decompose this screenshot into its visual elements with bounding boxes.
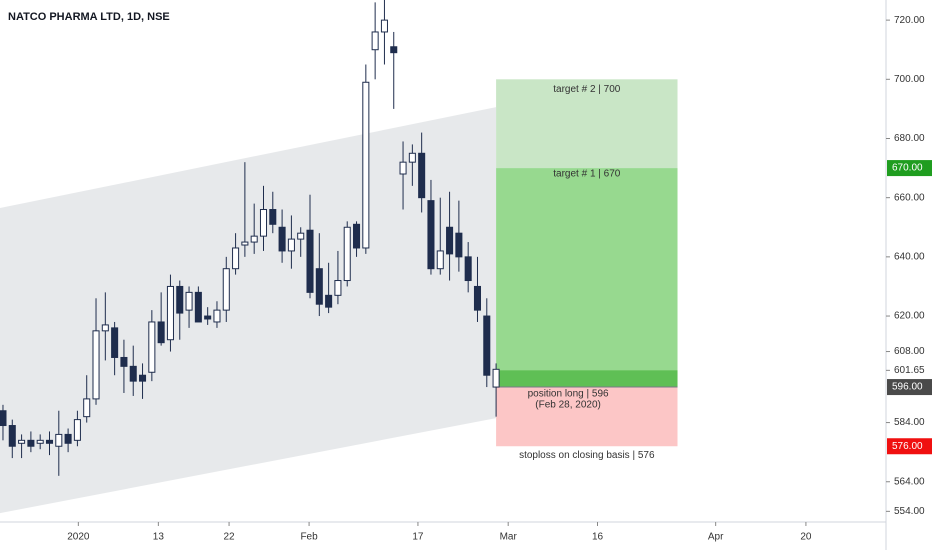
y-tick-label: 564.00: [894, 476, 925, 487]
y-tick-label: 554.00: [894, 506, 925, 517]
candle-body: [353, 223, 361, 249]
chart-title: NATCO PHARMA LTD, 1D, NSE: [8, 11, 170, 23]
candle-body: [287, 238, 295, 252]
candle-body: [194, 291, 202, 323]
x-tick-label: Feb: [300, 532, 318, 543]
x-tick-label: 13: [153, 532, 165, 543]
x-tick-label: 20: [800, 532, 812, 543]
stop-label: stoploss on closing basis | 576: [519, 450, 655, 461]
y-tick-label: 680.00: [894, 133, 925, 144]
candle-body: [185, 291, 193, 311]
candle-body: [92, 330, 100, 400]
candle-body: [473, 285, 482, 311]
candle-body: [380, 19, 388, 33]
entry-label: position long | 596: [528, 389, 609, 400]
candle-body: [8, 425, 16, 447]
y-tick-label: 720.00: [894, 15, 925, 26]
y-tick-label: 620.00: [894, 311, 925, 322]
target-1-zone: [496, 168, 678, 388]
candle-body: [45, 439, 54, 444]
candle-body: [157, 321, 165, 344]
y-tick-label: 640.00: [894, 251, 925, 262]
y-tick-label: 584.00: [894, 417, 925, 428]
candle-body: [343, 226, 351, 282]
candle-body: [18, 439, 26, 444]
price-label-box: [887, 438, 932, 455]
candle-body: [55, 433, 63, 447]
x-tick-label: 2020: [67, 532, 90, 543]
candle-body: [27, 439, 35, 447]
candle-body: [111, 327, 119, 358]
current-gain-zone: [496, 370, 678, 388]
candle-body: [325, 294, 333, 308]
candle-body: [73, 419, 81, 441]
candle-body: [120, 356, 128, 367]
target-2-label: target # 2 | 700: [553, 84, 621, 95]
entry-date-label: (Feb 28, 2020): [535, 400, 601, 411]
candle-body: [427, 200, 435, 270]
candle-body: [0, 410, 7, 427]
candle-body: [166, 285, 174, 341]
candle-body: [371, 31, 379, 51]
last-price-label: 601.65: [894, 365, 925, 376]
candle-body: [408, 152, 416, 163]
candle-body: [139, 374, 147, 382]
candle-body: [436, 250, 444, 270]
candle-body: [213, 309, 221, 323]
candle-body: [446, 226, 454, 255]
candle-body: [278, 226, 286, 252]
candle-body: [464, 256, 472, 282]
candle-body: [83, 398, 91, 418]
candle-body: [306, 229, 314, 293]
candle-body: [483, 315, 491, 376]
candle-body: [269, 209, 277, 225]
candle-body: [64, 433, 72, 444]
candle-body: [176, 285, 184, 314]
candle-body: [148, 321, 156, 373]
candle-body: [399, 161, 407, 175]
candle-body: [222, 268, 230, 311]
candle-body: [297, 232, 305, 240]
price-label: 670.00: [892, 163, 923, 174]
candle-body: [232, 247, 240, 270]
candle-body: [362, 81, 370, 249]
stop-zone: [496, 387, 678, 447]
x-tick-label: 16: [592, 532, 604, 543]
x-tick-label: Apr: [708, 532, 724, 543]
candle-body: [36, 439, 44, 444]
price-label: 576.00: [892, 441, 923, 452]
price-label-box: [887, 379, 932, 396]
y-tick-label: 660.00: [894, 192, 925, 203]
candle-body: [129, 365, 137, 382]
x-tick-label: 17: [412, 532, 424, 543]
price-label: 596.00: [892, 382, 923, 393]
y-tick-label: 700.00: [894, 74, 925, 85]
candle-body: [241, 241, 249, 246]
plot-area: target # 2 | 700 target # 1 | 670 position…: [0, 0, 678, 514]
candle-body: [334, 280, 342, 296]
x-tick-label: Mar: [500, 532, 518, 543]
y-tick-label: 608.00: [894, 346, 925, 357]
x-tick-label: 22: [224, 532, 236, 543]
candle-body: [418, 152, 426, 199]
candle-body: [204, 315, 212, 320]
candle-body: [259, 209, 268, 237]
price-label-box: [887, 160, 932, 177]
candle-body: [492, 368, 500, 388]
regression-channel: [0, 107, 497, 514]
candle-body: [390, 46, 398, 54]
candle-body: [455, 232, 463, 258]
target-2-zone: [496, 79, 678, 169]
candle-body: [250, 235, 258, 243]
candle-body: [101, 324, 109, 332]
target-1-label: target # 1 | 670: [553, 169, 621, 180]
candle-body: [315, 268, 323, 305]
